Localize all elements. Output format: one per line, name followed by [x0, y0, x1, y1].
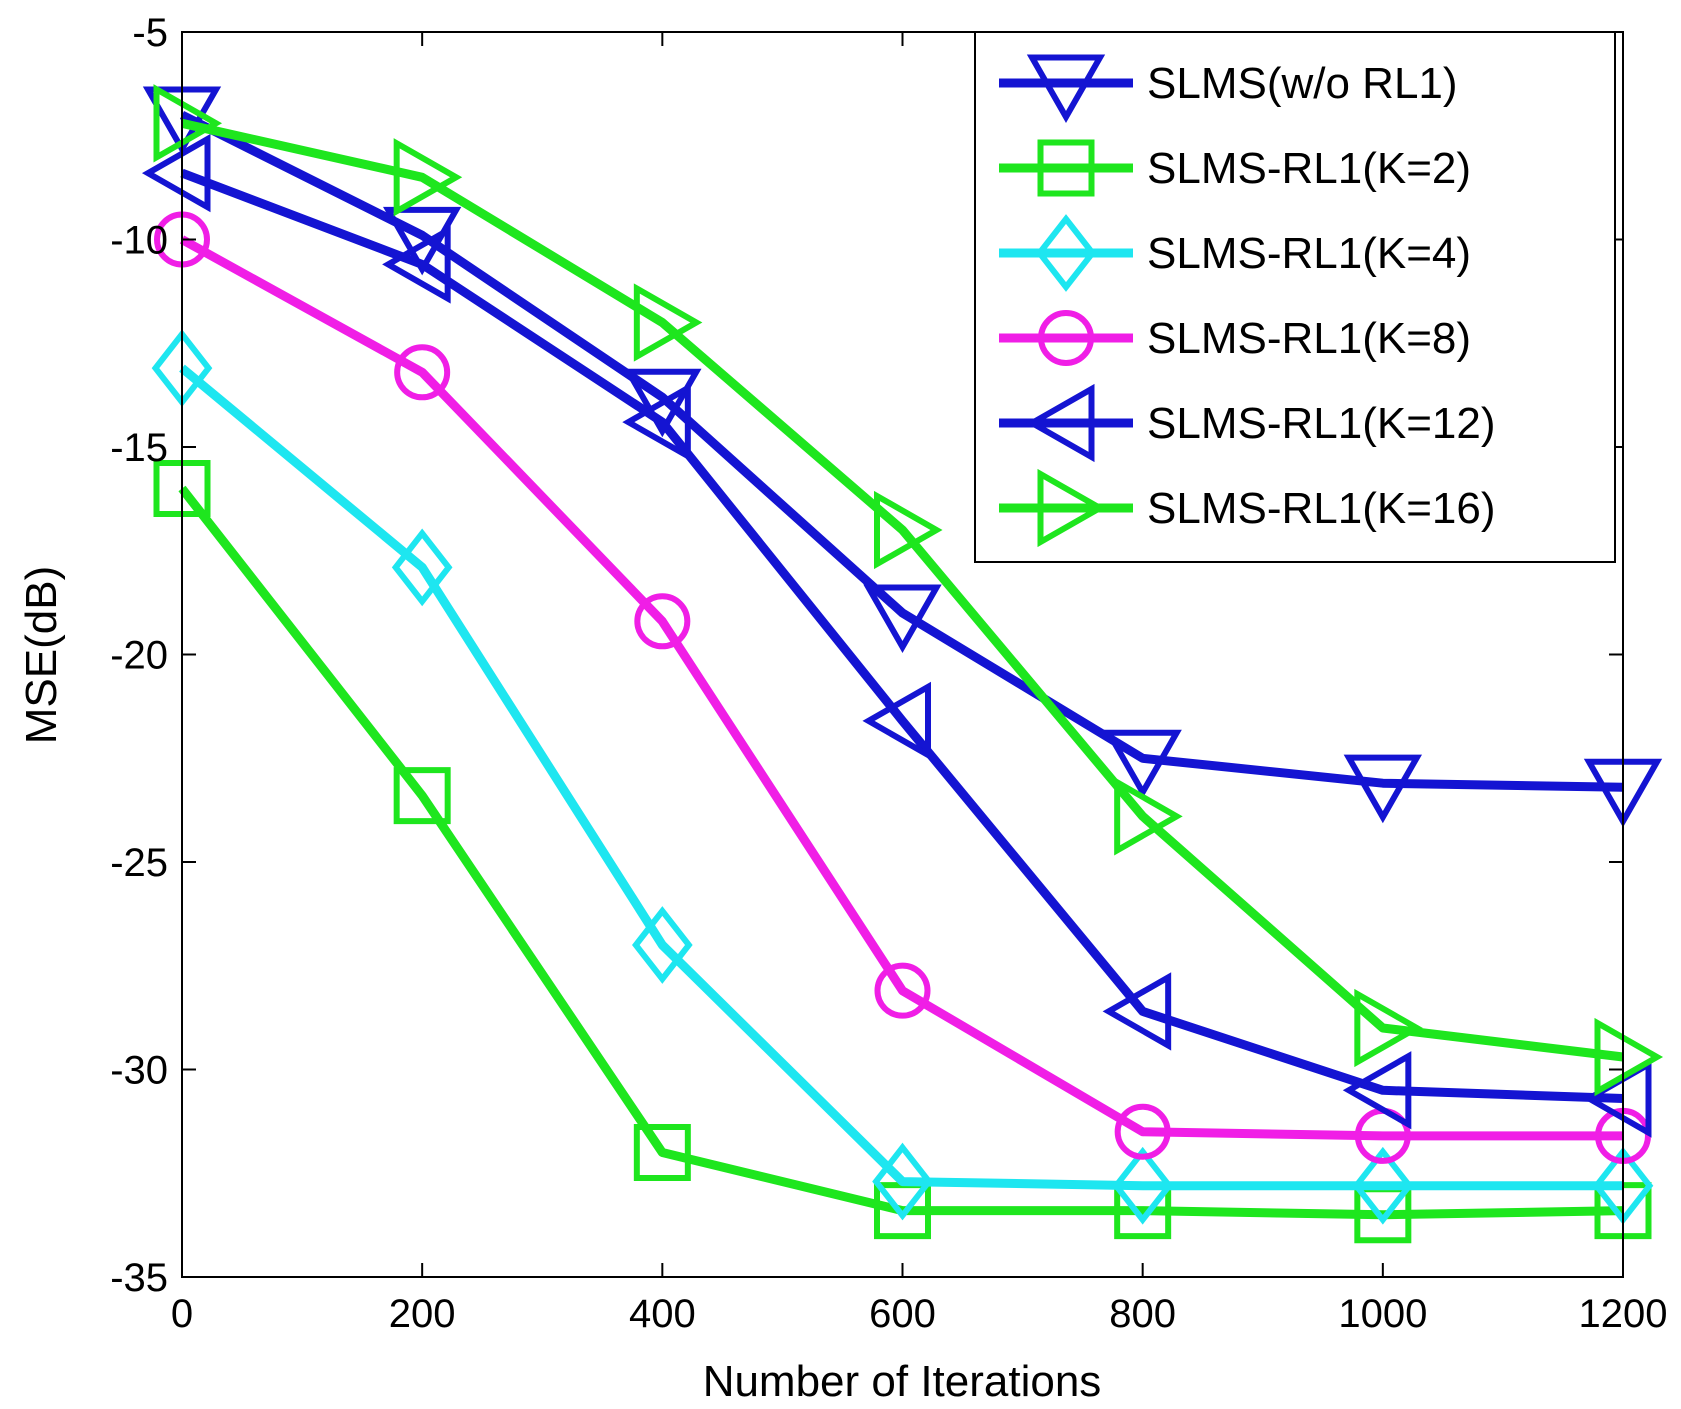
legend-entry-4: SLMS-RL1(K=12) — [999, 383, 1495, 463]
legend-marker — [1037, 139, 1095, 197]
data-point — [1112, 1146, 1173, 1225]
x-tick-label: 1200 — [1579, 1292, 1668, 1336]
series-5 — [153, 84, 1664, 1097]
data-point — [1114, 1103, 1171, 1160]
x-tick-label: 600 — [869, 1292, 936, 1336]
series-line — [179, 235, 1623, 1141]
legend-entry-2: SLMS-RL1(K=4) — [999, 214, 1471, 292]
series-2 — [151, 329, 1654, 1225]
data-point — [862, 681, 931, 761]
x-tick-label: 0 — [171, 1292, 193, 1336]
x-tick-label: 400 — [629, 1292, 696, 1336]
legend-label: SLMS-RL1(K=12) — [1147, 399, 1495, 448]
plot-area — [141, 84, 1664, 1244]
series-line — [179, 110, 1624, 792]
series-line — [181, 118, 1624, 1062]
data-point — [391, 528, 453, 607]
legend-marker — [1026, 54, 1106, 124]
data-point — [393, 767, 451, 825]
y-tick-label: -20 — [110, 634, 168, 678]
data-point — [863, 584, 942, 654]
legend-entry-1: SLMS-RL1(K=2) — [999, 139, 1471, 197]
data-point — [623, 368, 702, 438]
data-point — [1354, 988, 1423, 1068]
data-point — [872, 1142, 933, 1221]
data-point — [633, 283, 703, 362]
data-point — [622, 382, 691, 462]
data-point — [382, 206, 462, 276]
data-point — [153, 460, 211, 517]
data-point — [393, 138, 463, 217]
data-point — [1103, 729, 1182, 799]
legend-marker — [1038, 310, 1094, 366]
data-point — [1594, 1182, 1652, 1240]
y-tick-label: -15 — [110, 426, 168, 470]
legend-entry-0: SLMS(w/o RL1) — [999, 54, 1458, 124]
y-tick-label: -5 — [132, 11, 168, 55]
axes: 0 200 400 600 800 1000 1200 -5 -10 -15 -20 -25 -30 -3… — [110, 11, 1667, 1336]
legend-marker — [1037, 468, 1107, 548]
data-point — [394, 344, 451, 401]
data-point — [1352, 1146, 1414, 1225]
data-point — [1342, 1051, 1412, 1130]
data-point — [1114, 777, 1183, 856]
legend-label: SLMS(w/o RL1) — [1147, 59, 1458, 108]
data-point — [1343, 754, 1422, 824]
legend: SLMS(w/o RL1) SLMS-RL1(K=2) SLMS-RL1(K=4) S… — [974, 31, 1616, 563]
x-tick-label: 1000 — [1338, 1292, 1427, 1336]
legend-label: SLMS-RL1(K=2) — [1147, 144, 1471, 193]
x-tick-label: 800 — [1109, 1292, 1176, 1336]
data-point — [153, 84, 223, 163]
x-axis-label: Number of Iterations — [703, 1357, 1102, 1406]
y-tick-label: -10 — [110, 219, 168, 263]
data-point — [1594, 1017, 1664, 1097]
legend-label: SLMS-RL1(K=8) — [1147, 314, 1471, 363]
legend-box — [974, 31, 1616, 563]
x-tick-label: 200 — [389, 1292, 456, 1336]
legend-marker — [1025, 383, 1095, 463]
y-tick-label: -30 — [110, 1049, 168, 1093]
data-point — [874, 490, 943, 570]
data-point — [1102, 972, 1172, 1051]
data-point — [634, 593, 691, 650]
y-axis-label: MSE(dB) — [17, 566, 66, 744]
legend-marker — [1035, 214, 1097, 292]
data-point — [141, 133, 211, 213]
series-line — [180, 168, 1624, 1103]
y-tick-label: -25 — [110, 841, 168, 885]
legend-label: SLMS-RL1(K=16) — [1147, 484, 1495, 533]
series-line — [179, 364, 1623, 1191]
y-tick-label: -35 — [110, 1256, 168, 1300]
data-point — [632, 906, 693, 984]
data-point — [382, 225, 451, 304]
legend-label: SLMS-RL1(K=4) — [1147, 229, 1471, 278]
data-point — [633, 1124, 691, 1181]
data-point — [874, 962, 931, 1019]
legend-entry-3: SLMS-RL1(K=8) — [999, 310, 1471, 366]
legend-entry-5: SLMS-RL1(K=16) — [999, 468, 1495, 548]
